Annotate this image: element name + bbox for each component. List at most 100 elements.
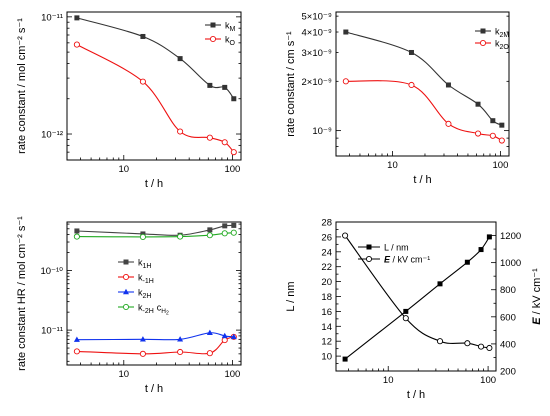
panel-bottom-left-hr-rate-constants: 10 100 t / h 10⁻¹¹ 10⁻¹⁰ rate constant HR / m… bbox=[16, 216, 242, 395]
data-point bbox=[177, 128, 184, 135]
data-point bbox=[498, 137, 505, 144]
legend-label: k1H bbox=[138, 258, 151, 271]
data-point bbox=[402, 315, 409, 322]
series-L-nm bbox=[342, 234, 492, 362]
data-point bbox=[140, 33, 146, 39]
y-tick-label: 5×10⁻⁹ bbox=[302, 12, 332, 23]
data-point bbox=[73, 41, 80, 48]
legend-marker bbox=[123, 288, 129, 295]
y-tick-label: 24 bbox=[321, 247, 332, 258]
data-point bbox=[230, 333, 237, 340]
data-point bbox=[73, 336, 80, 342]
y2-tick-label: 200 bbox=[500, 367, 516, 378]
data-point bbox=[231, 96, 237, 102]
y-tick-label: 26 bbox=[321, 232, 332, 243]
data-point bbox=[489, 132, 496, 139]
y-tick-label: 16 bbox=[321, 307, 332, 318]
y2-tick-label: 400 bbox=[500, 339, 516, 350]
y-tick-label: 4×10⁻⁹ bbox=[302, 28, 332, 39]
legend-label: k2M bbox=[495, 27, 509, 40]
x-tick-label: 10 bbox=[387, 160, 398, 171]
data-point bbox=[342, 78, 349, 85]
y2-tick-label: 600 bbox=[500, 312, 516, 323]
y-axis-label: rate constant / mol cm⁻² s⁻¹ bbox=[16, 18, 28, 154]
plot-frame bbox=[335, 221, 497, 372]
plot-frame bbox=[66, 221, 242, 366]
y-tick-label: 20 bbox=[321, 277, 332, 288]
plot-frame bbox=[66, 11, 242, 161]
data-point bbox=[343, 29, 349, 35]
x-tick-label: 100 bbox=[224, 164, 240, 175]
legend-label: k2H bbox=[138, 288, 151, 301]
data-point bbox=[139, 336, 146, 342]
data-point bbox=[74, 228, 80, 234]
data-point bbox=[408, 49, 414, 55]
y-tick-label: 28 bbox=[321, 218, 332, 229]
legend-label: kO bbox=[225, 35, 236, 48]
series-k-M bbox=[74, 15, 237, 102]
legend-marker bbox=[209, 35, 217, 43]
y-tick-label: 2×10⁻⁹ bbox=[302, 77, 332, 88]
legend-marker bbox=[122, 273, 130, 281]
series-line bbox=[345, 31, 503, 126]
y-tick-label: 10⁻⁹ bbox=[312, 126, 332, 137]
legend-marker bbox=[122, 303, 130, 311]
data-point bbox=[436, 338, 444, 345]
data-point bbox=[437, 281, 443, 287]
x-tick-label: 10 bbox=[383, 375, 394, 386]
data-point bbox=[342, 356, 348, 362]
data-point bbox=[177, 348, 184, 356]
data-point bbox=[230, 149, 237, 156]
x-tick-label: 100 bbox=[224, 369, 240, 380]
data-point bbox=[445, 120, 452, 127]
data-point bbox=[206, 134, 213, 141]
data-point bbox=[230, 229, 237, 236]
data-point bbox=[464, 259, 470, 265]
data-point bbox=[139, 78, 146, 85]
panel-top-left-rate-constants: 10 100 t / h 10⁻¹² 10⁻¹¹ rate constant / mol … bbox=[16, 11, 242, 190]
legend-marker bbox=[210, 22, 216, 28]
data-point bbox=[403, 308, 409, 314]
data-point bbox=[207, 227, 213, 233]
legend-label: E / kV cm⁻¹ bbox=[384, 255, 430, 265]
data-point bbox=[73, 348, 80, 355]
data-point bbox=[222, 84, 228, 90]
data-point bbox=[221, 230, 228, 237]
series-line bbox=[344, 235, 490, 349]
x-axis-label: t / h bbox=[413, 174, 431, 186]
data-point bbox=[221, 332, 228, 339]
y-tick-label: 3×10⁻⁹ bbox=[302, 48, 332, 59]
data-point bbox=[74, 15, 80, 21]
data-point bbox=[139, 233, 146, 240]
data-point bbox=[139, 350, 146, 357]
legend-marker bbox=[123, 259, 129, 265]
data-point bbox=[221, 337, 228, 344]
data-point bbox=[490, 118, 496, 124]
y-tick-label: 10 bbox=[321, 352, 332, 363]
data-point bbox=[342, 232, 349, 239]
legend-label: kM bbox=[225, 21, 236, 34]
data-point bbox=[445, 82, 451, 88]
data-point bbox=[231, 222, 237, 228]
y2-axis-label: E / kV cm⁻¹ bbox=[531, 268, 543, 325]
y-axis-label: rate constant / cm s⁻¹ bbox=[285, 31, 297, 137]
legend-marker bbox=[366, 244, 372, 250]
y-tick-label: 10⁻¹¹ bbox=[41, 12, 63, 23]
data-point bbox=[477, 343, 485, 350]
x-axis-label: t / h bbox=[145, 178, 163, 190]
y-tick-label: 22 bbox=[321, 262, 332, 273]
data-point bbox=[177, 336, 184, 342]
series-k-O bbox=[73, 41, 237, 156]
data-point bbox=[177, 56, 183, 62]
data-point bbox=[207, 82, 213, 88]
y2-tick-label: 800 bbox=[500, 285, 516, 296]
panel-bottom-right-length-field: 10 100 t / h 10 12 14 16 18 20 22 24 26 28 L / nm 200 4… bbox=[285, 218, 543, 402]
panel-top-right-rate-constants: 10 100 t / h 10⁻⁹ 2×10⁻⁹ 3×10⁻⁹ 4×10⁻⁹ 5×10⁻⁹ ra… bbox=[285, 11, 510, 186]
data-point bbox=[478, 247, 484, 253]
y-tick-label: 10⁻¹¹ bbox=[41, 326, 63, 337]
y-axis-label: rate constant HR / mol cm⁻² s⁻¹ bbox=[16, 216, 28, 371]
data-point bbox=[206, 232, 213, 239]
legend-marker bbox=[480, 28, 486, 34]
data-point bbox=[486, 234, 492, 240]
data-point bbox=[177, 233, 184, 240]
